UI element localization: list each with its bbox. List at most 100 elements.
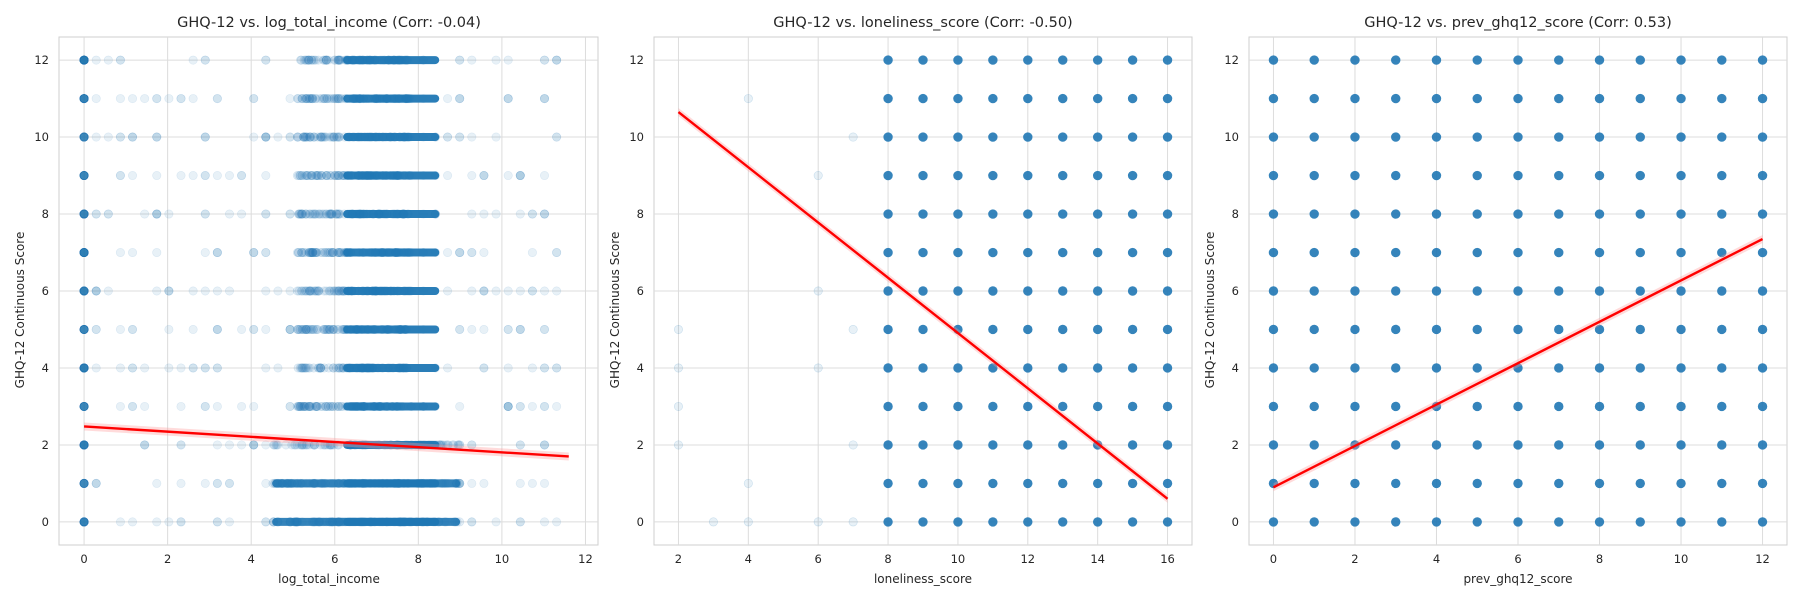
data-point: [79, 363, 89, 373]
data-point: [515, 440, 525, 450]
x-tick-label: 2: [164, 552, 171, 566]
data-point: [79, 324, 89, 334]
data-point: [79, 248, 89, 258]
data-point: [327, 248, 337, 258]
data-point: [329, 286, 339, 296]
data-point: [79, 363, 89, 373]
data-point: [79, 55, 89, 65]
data-point: [1309, 170, 1319, 181]
data-point: [79, 132, 89, 142]
data-point: [326, 171, 336, 181]
data-point: [315, 132, 325, 142]
data-point: [176, 401, 186, 411]
data-point: [1350, 517, 1360, 527]
data-point: [188, 363, 198, 373]
data-point: [79, 440, 89, 450]
data-point: [307, 248, 317, 258]
data-point: [310, 248, 320, 258]
data-point: [321, 55, 331, 65]
data-point: [334, 55, 344, 65]
data-point: [319, 55, 329, 65]
data-point: [317, 248, 327, 258]
data-point: [1268, 324, 1279, 335]
data-point: [79, 55, 89, 65]
data-point: [307, 324, 317, 334]
data-point: [1554, 478, 1564, 489]
data-point: [515, 324, 525, 334]
data-point: [304, 401, 314, 411]
data-point: [294, 248, 304, 258]
data-point: [552, 132, 562, 142]
regression-line: [1272, 237, 1764, 489]
data-point: [152, 209, 162, 219]
data-point: [307, 171, 317, 181]
data-point: [79, 55, 89, 65]
data-point: [1472, 401, 1482, 412]
data-point: [1023, 247, 1033, 258]
data-point: [152, 132, 162, 142]
data-point: [79, 132, 89, 142]
y-tick-label: 10: [1224, 130, 1239, 144]
data-point: [316, 132, 326, 142]
data-point: [527, 286, 537, 296]
data-point: [237, 324, 247, 334]
data-point: [79, 363, 89, 373]
data-point: [540, 171, 550, 181]
data-point: [334, 363, 344, 373]
data-point: [305, 94, 315, 104]
data-point: [552, 55, 562, 65]
y-tick-label: 8: [42, 207, 49, 221]
data-point: [297, 248, 307, 258]
data-point: [79, 55, 89, 65]
data-point: [324, 209, 334, 219]
data-point: [128, 94, 138, 104]
data-point: [309, 286, 319, 296]
data-point: [312, 171, 322, 181]
data-point: [527, 248, 537, 258]
data-point: [79, 478, 89, 488]
data-point: [79, 440, 89, 450]
data-point: [319, 55, 329, 65]
data-point: [1350, 324, 1360, 335]
data-point: [540, 440, 550, 450]
data-point: [1309, 286, 1319, 296]
data-point: [79, 209, 89, 219]
data-point: [79, 401, 89, 411]
data-point: [79, 248, 89, 258]
dense-point-band: [343, 94, 440, 103]
data-point: [79, 94, 89, 104]
data-point: [491, 517, 501, 527]
data-point: [1676, 286, 1686, 296]
data-point: [79, 440, 89, 450]
data-point: [91, 324, 101, 334]
data-point: [79, 132, 89, 142]
data-point: [79, 55, 89, 65]
dense-point-band: [343, 325, 440, 334]
data-point: [91, 286, 101, 296]
data-point: [1391, 247, 1401, 258]
data-point: [212, 248, 222, 258]
data-point: [1513, 286, 1523, 296]
data-point: [491, 286, 501, 296]
data-point: [294, 401, 304, 411]
data-point: [1092, 132, 1103, 142]
data-point: [552, 55, 562, 65]
y-tick-label: 8: [637, 207, 644, 221]
data-point: [306, 324, 316, 334]
data-point: [312, 171, 322, 181]
data-point: [297, 209, 307, 219]
data-point: [79, 440, 89, 450]
data-point: [316, 209, 326, 219]
data-point: [1268, 401, 1279, 412]
data-point: [79, 94, 89, 104]
data-point: [327, 209, 337, 219]
data-point: [313, 171, 323, 181]
data-point: [300, 132, 310, 142]
data-point: [115, 132, 125, 142]
data-point: [79, 132, 89, 142]
data-point: [79, 209, 89, 219]
data-point: [308, 94, 318, 104]
data-point: [261, 478, 271, 488]
data-point: [79, 55, 89, 65]
data-point: [1162, 440, 1173, 450]
